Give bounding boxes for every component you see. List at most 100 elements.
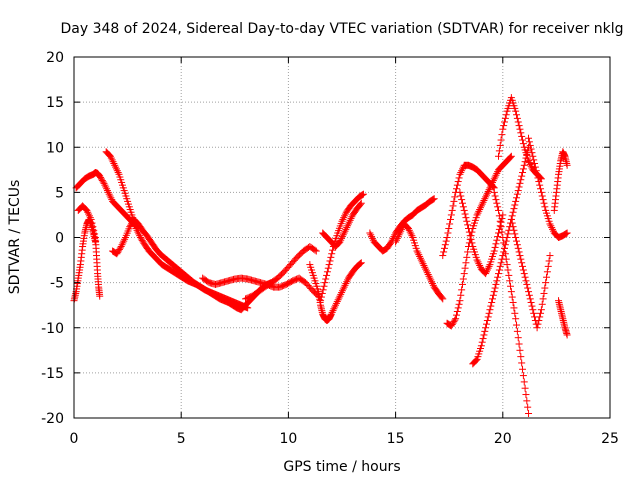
data-point xyxy=(452,311,460,319)
data-point xyxy=(356,259,364,267)
data-point xyxy=(504,230,512,238)
data-point xyxy=(476,206,484,214)
data-point xyxy=(513,194,521,202)
data-point xyxy=(333,298,341,306)
data-point xyxy=(509,298,517,306)
data-point xyxy=(477,342,485,350)
data-point xyxy=(538,192,546,200)
data-point xyxy=(455,174,463,182)
data-point xyxy=(478,338,486,346)
data-point xyxy=(97,174,105,182)
data-point xyxy=(515,183,523,191)
data-point xyxy=(477,202,485,210)
data-point xyxy=(343,278,351,286)
data-point xyxy=(493,169,501,177)
data-point xyxy=(475,260,483,268)
data-point xyxy=(478,200,486,208)
data-point xyxy=(425,272,433,280)
x-tick-label: 25 xyxy=(601,431,619,447)
data-point xyxy=(323,268,331,276)
data-point xyxy=(515,340,523,348)
data-point xyxy=(347,215,355,223)
data-points xyxy=(70,94,571,417)
data-point xyxy=(357,199,365,207)
data-point xyxy=(507,288,515,296)
data-point xyxy=(510,304,518,312)
data-point xyxy=(132,224,140,232)
data-point xyxy=(447,211,455,219)
y-tick-label: 20 xyxy=(46,50,64,66)
data-point xyxy=(428,196,436,204)
data-point xyxy=(495,229,503,237)
data-point xyxy=(517,255,525,263)
data-point xyxy=(110,159,118,167)
y-tick-label: 5 xyxy=(55,185,64,201)
data-point xyxy=(458,286,466,294)
data-point xyxy=(366,229,374,237)
data-point xyxy=(516,346,524,354)
data-point xyxy=(467,232,475,240)
data-point xyxy=(115,247,123,255)
data-point xyxy=(499,234,507,241)
data-point xyxy=(492,280,500,288)
data-point xyxy=(345,218,353,226)
data-point xyxy=(446,215,454,223)
data-point xyxy=(528,302,536,310)
data-point xyxy=(85,212,93,220)
data-point xyxy=(420,261,428,269)
data-point xyxy=(405,226,413,234)
data-point xyxy=(508,219,516,227)
data-point xyxy=(518,132,526,140)
y-tick-label: -5 xyxy=(50,276,64,292)
data-point xyxy=(398,225,406,233)
data-point xyxy=(490,247,498,255)
data-point xyxy=(444,229,452,237)
data-point xyxy=(440,244,448,252)
data-point xyxy=(506,154,514,162)
data-point xyxy=(526,160,534,168)
data-point xyxy=(337,290,345,298)
data-point xyxy=(546,220,554,228)
data-point xyxy=(501,241,509,249)
data-point xyxy=(534,174,542,182)
data-point xyxy=(523,397,531,405)
data-point xyxy=(492,240,500,248)
data-point xyxy=(473,256,481,264)
data-point xyxy=(489,295,497,303)
data-point xyxy=(519,136,527,144)
data-point xyxy=(507,153,515,161)
data-point xyxy=(482,193,490,201)
data-point xyxy=(474,209,482,217)
data-point xyxy=(100,179,108,187)
data-point xyxy=(503,261,511,269)
data-point xyxy=(453,181,461,189)
data-point xyxy=(545,257,553,265)
data-point xyxy=(111,161,119,169)
data-point xyxy=(338,289,346,297)
data-point xyxy=(482,324,490,332)
data-point xyxy=(497,259,505,267)
data-point xyxy=(87,215,95,223)
data-point xyxy=(483,317,491,325)
data-point xyxy=(522,277,530,285)
data-point xyxy=(502,255,510,263)
data-point xyxy=(537,309,545,317)
data-point xyxy=(338,233,346,241)
data-point xyxy=(491,284,499,292)
data-point xyxy=(105,190,113,198)
data-point xyxy=(456,170,464,178)
data-point xyxy=(395,231,403,239)
data-point xyxy=(396,229,404,237)
data-point xyxy=(495,212,503,220)
data-point xyxy=(460,206,468,214)
data-point xyxy=(507,152,515,160)
data-point xyxy=(119,239,127,247)
data-point xyxy=(394,233,402,241)
data-point xyxy=(424,271,432,279)
data-point xyxy=(318,289,326,297)
data-point xyxy=(497,136,505,144)
data-point xyxy=(511,230,519,238)
data-point xyxy=(534,320,542,328)
data-point xyxy=(489,178,497,186)
data-point xyxy=(108,156,116,164)
